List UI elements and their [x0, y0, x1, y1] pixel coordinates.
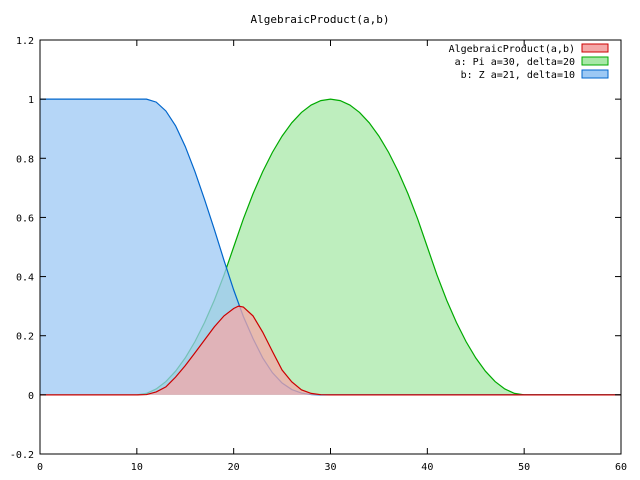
legend-entry-z-swatch: [581, 69, 609, 79]
series-area-product: [40, 306, 621, 395]
y-tick-label: 0.4: [16, 273, 34, 284]
series-line-product: [40, 305, 621, 396]
y-tick-label: 0.2: [16, 332, 34, 343]
y-tick-label: -0.2: [10, 450, 34, 461]
x-tick-label: 20: [228, 462, 240, 473]
axes: 0 10 20 30 40 50 60-0.200.20.40.60.811.2: [10, 36, 627, 473]
x-tick-label: 0: [37, 462, 43, 473]
legend-entry-pi-label: a: Pi a=30, delta=20: [455, 57, 575, 68]
y-tick-label: 0: [28, 391, 34, 402]
legend-entry-product-swatch: [581, 43, 609, 53]
x-tick-label: 30: [324, 462, 336, 473]
legend-entry-z-label: b: Z a=21, delta=10: [461, 70, 575, 81]
x-tick-label: 40: [421, 462, 433, 473]
y-tick-label: 1.2: [16, 36, 34, 47]
legend: AlgebraicProduct(a,b) a: Pi a=30, delta=2…: [449, 43, 609, 81]
series-area-pi: [40, 99, 621, 395]
y-tick-label: 0.6: [16, 213, 34, 224]
series-areas: [40, 98, 621, 396]
x-tick-label: 50: [518, 462, 530, 473]
x-tick-label: 10: [131, 462, 143, 473]
y-tick-label: 0.8: [16, 154, 34, 165]
y-tick-label: 1: [28, 95, 34, 106]
x-tick-label: 60: [615, 462, 627, 473]
series-area-z: [40, 99, 621, 395]
legend-entry-pi-swatch: [581, 56, 609, 66]
chart-title: AlgebraicProduct(a,b): [250, 13, 389, 26]
legend-entry-product-label: AlgebraicProduct(a,b): [449, 44, 575, 55]
